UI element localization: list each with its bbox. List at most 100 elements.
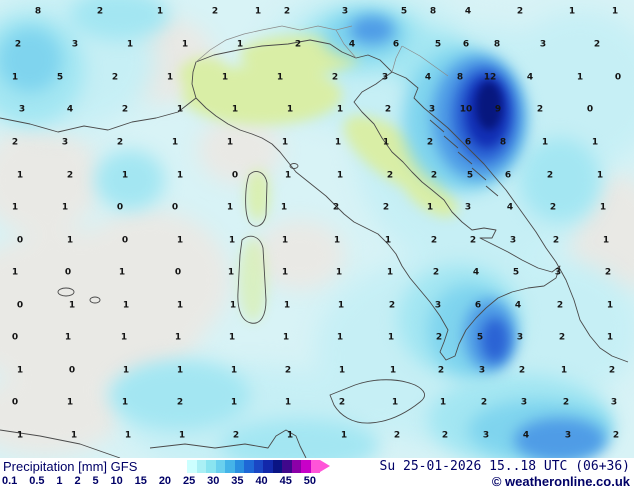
precip-value: 1 xyxy=(11,72,19,83)
precip-value: 5 xyxy=(512,267,520,278)
precip-value: 1 xyxy=(66,235,74,246)
legend-colorbar-arrow xyxy=(320,460,330,472)
precip-value: 3 xyxy=(434,300,442,311)
precip-value: 4 xyxy=(464,6,472,17)
precip-value: 3 xyxy=(539,39,547,50)
precip-value: 2 xyxy=(232,430,240,441)
precip-value: 1 xyxy=(16,365,24,376)
precip-value: 2 xyxy=(469,235,477,246)
precip-value: 0 xyxy=(174,267,182,278)
precip-value: 1 xyxy=(596,170,604,181)
precip-value: 3 xyxy=(464,202,472,213)
scale-label: 10 xyxy=(110,475,123,487)
precip-value: 3 xyxy=(520,397,528,408)
precip-value: 1 xyxy=(281,267,289,278)
legend-bar: Precipitation [mm] GFS 0.1 0.5 1 2 5 10 15 20 25… xyxy=(0,458,634,490)
scale-label: 25 xyxy=(182,475,196,487)
precip-value: 2 xyxy=(562,397,570,408)
precip-value: 3 xyxy=(509,235,517,246)
scale-label: 2 xyxy=(74,475,81,487)
precip-value: 1 xyxy=(176,235,184,246)
scale-label: 1 xyxy=(56,475,63,487)
precip-value: 3 xyxy=(482,430,490,441)
precip-value: 1 xyxy=(283,300,291,311)
precip-value: 1 xyxy=(121,170,129,181)
precip-value: 1 xyxy=(176,300,184,311)
precip-value: 1 xyxy=(181,39,189,50)
precip-value: 1 xyxy=(254,6,262,17)
precip-value: 3 xyxy=(428,104,436,115)
precip-value: 1 xyxy=(387,332,395,343)
scale-label: 0.5 xyxy=(29,475,45,487)
precip-value: 2 xyxy=(384,104,392,115)
colorbar-segment xyxy=(225,460,235,473)
precip-value: 2 xyxy=(211,6,219,17)
precip-value: 1 xyxy=(156,6,164,17)
precip-value: 1 xyxy=(340,430,348,441)
precip-value: 3 xyxy=(564,430,572,441)
precip-value: 2 xyxy=(558,332,566,343)
precip-value: 1 xyxy=(118,267,126,278)
scale-label: 30 xyxy=(207,475,220,487)
precip-value: 0 xyxy=(171,202,179,213)
precip-value: 2 xyxy=(612,430,620,441)
precip-value: 3 xyxy=(554,267,562,278)
colorbar-segment xyxy=(244,460,254,473)
precip-value: 1 xyxy=(389,365,397,376)
precip-value: 1 xyxy=(64,332,72,343)
precip-value: 2 xyxy=(338,397,346,408)
precip-value: 8 xyxy=(34,6,42,17)
precip-value: 8 xyxy=(456,72,464,83)
precip-value: 1 xyxy=(178,430,186,441)
precip-value: 1 xyxy=(228,332,236,343)
precip-value: 2 xyxy=(176,397,184,408)
precip-value: 2 xyxy=(518,365,526,376)
precip-value: 2 xyxy=(66,170,74,181)
colorbar-segment xyxy=(206,460,216,473)
precip-value: 2 xyxy=(96,6,104,17)
precip-value: 2 xyxy=(430,170,438,181)
colorbar-segment xyxy=(253,460,263,473)
precip-value: 2 xyxy=(480,397,488,408)
precip-value: 2 xyxy=(552,235,560,246)
colorbar-segment xyxy=(301,460,311,473)
precip-value: 1 xyxy=(122,300,130,311)
precip-value: 1 xyxy=(16,430,24,441)
precip-value: 8 xyxy=(493,39,501,50)
precip-value: 0 xyxy=(16,235,24,246)
copyright-link[interactable]: © weatheronline.co.uk xyxy=(491,474,630,489)
precip-value: 0 xyxy=(11,332,19,343)
precip-value: 1 xyxy=(560,365,568,376)
precip-value: 2 xyxy=(593,39,601,50)
colorbar-segment xyxy=(234,460,244,473)
precip-value: 2 xyxy=(111,72,119,83)
precip-value: 1 xyxy=(541,137,549,148)
coastlines xyxy=(0,39,629,458)
precip-value: 1 xyxy=(176,365,184,376)
precip-value: 2 xyxy=(388,300,396,311)
precip-value: 1 xyxy=(166,72,174,83)
legend-colorbar xyxy=(187,460,320,473)
precip-value: 2 xyxy=(516,6,524,17)
precip-value: 2 xyxy=(393,430,401,441)
precip-value: 1 xyxy=(11,202,19,213)
precip-value: 0 xyxy=(586,104,594,115)
precip-value: 0 xyxy=(231,170,239,181)
precip-value: 10 xyxy=(459,104,473,115)
precip-value: 12 xyxy=(483,72,497,83)
precip-value: 0 xyxy=(121,235,129,246)
precip-value: 0 xyxy=(614,72,622,83)
scale-label: 20 xyxy=(158,475,172,487)
precip-value: 5 xyxy=(466,170,474,181)
precip-value: 1 xyxy=(226,137,234,148)
precip-value: 3 xyxy=(381,72,389,83)
precip-value: 3 xyxy=(341,6,349,17)
precip-value: 2 xyxy=(546,170,554,181)
precip-value: 1 xyxy=(336,332,344,343)
precip-value: 1 xyxy=(124,430,132,441)
legend-right: Su 25-01-2026 15..18 UTC (06+36) © weath… xyxy=(380,458,630,489)
precip-value: 0 xyxy=(11,397,19,408)
precip-value: 1 xyxy=(68,300,76,311)
precip-value: 0 xyxy=(116,202,124,213)
precip-value: 2 xyxy=(435,332,443,343)
